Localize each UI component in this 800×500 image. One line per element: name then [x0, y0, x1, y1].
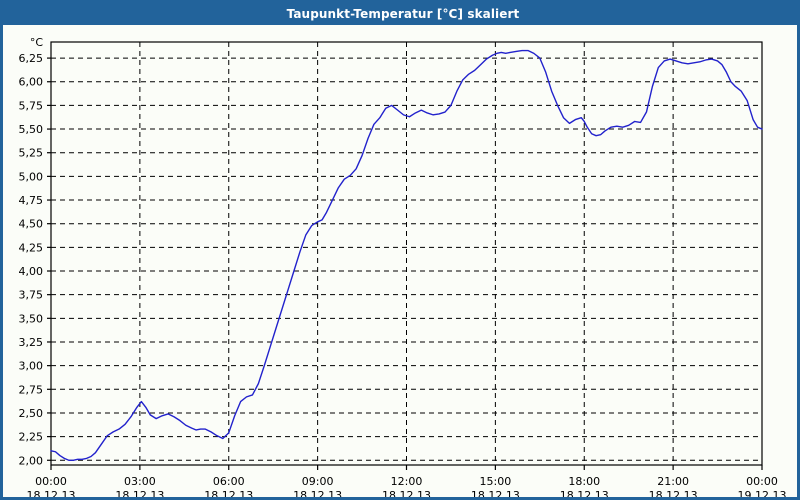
y-axis-tick-label: 3,25: [19, 336, 44, 349]
x-axis-tick-label-time: 09:00: [302, 475, 334, 488]
x-axis-tick-label-time: 12:00: [391, 475, 423, 488]
y-axis-tick-label: 4,50: [19, 218, 44, 231]
y-axis-tick-label: 4,75: [19, 194, 44, 207]
title-bar: Taupunkt-Temperatur [°C] skaliert: [3, 3, 797, 25]
y-axis-tick-label: 3,75: [19, 289, 44, 302]
page-title: Taupunkt-Temperatur [°C] skaliert: [286, 7, 520, 21]
x-axis-tick-label-date: 19.12.13: [738, 489, 787, 500]
x-axis-tick-label-time: 06:00: [213, 475, 245, 488]
y-axis-tick-label: 6,25: [19, 52, 44, 65]
y-axis-tick-label: 2,00: [19, 454, 44, 467]
y-axis-tick-label: 5,75: [19, 99, 44, 112]
grid-lines: [51, 42, 762, 465]
y-axis-tick-label: 4,25: [19, 241, 44, 254]
y-axis-tick-label: 4,00: [19, 265, 44, 278]
y-axis-tick-label: 3,00: [19, 360, 44, 373]
x-axis-tick-label-date: 18.12.13: [293, 489, 342, 500]
y-axis-tick-label: 2,25: [19, 431, 44, 444]
x-axis-tick-label-time: 00:00: [35, 475, 67, 488]
x-axis-tick-label-time: 03:00: [124, 475, 156, 488]
x-axis-tick-label-date: 18.12.13: [204, 489, 253, 500]
x-axis-tick-label-date: 18.12.13: [649, 489, 698, 500]
x-axis-tick-label-time: 15:00: [480, 475, 512, 488]
x-axis-tick-label-time: 18:00: [568, 475, 600, 488]
y-axis-tick-label: 2,50: [19, 407, 44, 420]
line-chart: 6,25 6,00 5,75 5,50 5,25 5,00 4,75 4,50 4,25 4,00…: [19, 36, 787, 500]
y-axis-tick-label: 6,00: [19, 76, 44, 89]
y-axis-ticks: [47, 57, 51, 461]
x-axis-tick-label-time: 21:00: [657, 475, 689, 488]
plot-area-container: 6,25 6,00 5,75 5,50 5,25 5,00 4,75 4,50 4,25 4,00…: [3, 25, 797, 500]
x-axis-tick-label-time: 00:00: [746, 475, 778, 488]
y-axis-tick-label: 5,50: [19, 123, 44, 136]
x-axis-tick-label-date: 18.12.13: [27, 489, 76, 500]
plot-frame: [50, 41, 763, 466]
x-axis-tick-label-date: 18.12.13: [471, 489, 520, 500]
y-axis-tick-label: 5,00: [19, 170, 44, 183]
x-axis-tick-label-date: 18.12.13: [115, 489, 164, 500]
y-axis-tick-label: 2,75: [19, 383, 44, 396]
x-axis-labels: 00:0018.12.1303:0018.12.1306:0018.12.130…: [27, 475, 787, 500]
series-line-taupunkt-temperatur: [50, 49, 763, 461]
x-axis-tick-label-date: 18.12.13: [382, 489, 431, 500]
y-axis-labels: 6,25 6,00 5,75 5,50 5,25 5,00 4,75 4,50 4,25 4,00…: [19, 52, 44, 467]
y-axis-tick-label: 3,50: [19, 312, 44, 325]
y-axis-tick-label: 5,25: [19, 147, 44, 160]
x-axis-ticks: [50, 465, 763, 470]
y-axis-unit-label: °C: [30, 36, 44, 49]
x-axis-tick-label-date: 18.12.13: [560, 489, 609, 500]
